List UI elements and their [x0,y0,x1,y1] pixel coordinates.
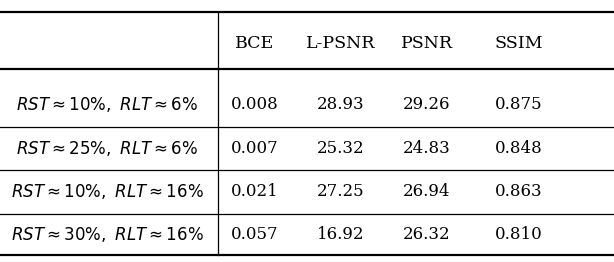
Text: 0.057: 0.057 [231,226,279,243]
Text: 29.26: 29.26 [403,96,451,113]
Text: 24.83: 24.83 [403,140,451,156]
Text: PSNR: PSNR [401,35,453,52]
Text: 0.810: 0.810 [495,226,543,243]
Text: $RST \approx 25\%,\ RLT \approx 6\%$: $RST \approx 25\%,\ RLT \approx 6\%$ [17,139,198,157]
Text: BCE: BCE [235,35,274,52]
Text: 0.863: 0.863 [495,183,543,200]
Text: $RST \approx 10\%,\ RLT \approx 6\%$: $RST \approx 10\%,\ RLT \approx 6\%$ [17,95,198,114]
Text: $RST \approx 30\%,\ RLT \approx 16\%$: $RST \approx 30\%,\ RLT \approx 16\%$ [11,225,204,244]
Text: L-PSNR: L-PSNR [306,35,376,52]
Text: 0.008: 0.008 [231,96,279,113]
Text: SSIM: SSIM [494,35,543,52]
Text: 27.25: 27.25 [317,183,365,200]
Text: 25.32: 25.32 [317,140,365,156]
Text: 16.92: 16.92 [317,226,365,243]
Text: 26.94: 26.94 [403,183,451,200]
Text: 0.875: 0.875 [495,96,543,113]
Text: 26.32: 26.32 [403,226,451,243]
Text: $RST \approx 10\%,\ RLT \approx 16\%$: $RST \approx 10\%,\ RLT \approx 16\%$ [11,182,204,201]
Text: 0.007: 0.007 [231,140,279,156]
Text: 28.93: 28.93 [317,96,365,113]
Text: 0.021: 0.021 [231,183,279,200]
Text: 0.848: 0.848 [495,140,543,156]
